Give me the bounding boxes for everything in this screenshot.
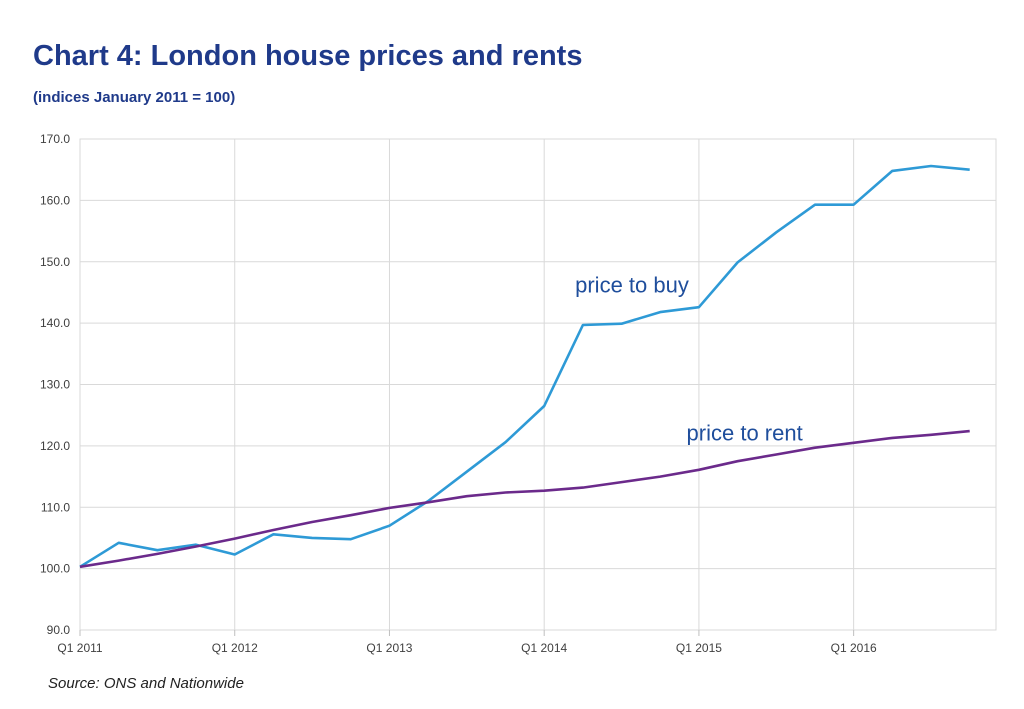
series-annotations: price to buy price to rent [575,272,803,445]
series-line-price-to-rent [79,429,970,569]
x-tick-label: Q1 2015 [676,641,722,655]
x-tick-label: Q1 2011 [57,641,102,655]
y-tick-label: 90.0 [47,623,71,637]
y-tick-label: 120.0 [40,439,70,453]
series-line-price-to-buy [79,164,970,568]
annotation-price-to-rent: price to rent [687,420,803,445]
y-tick-label: 100.0 [40,562,70,576]
x-tick-label: Q1 2012 [212,641,258,655]
y-tick-label: 130.0 [40,378,70,392]
chart-title: Chart 4: London house prices and rents [33,40,583,72]
x-tick-label: Q1 2014 [521,641,567,655]
x-tick-label: Q1 2016 [831,641,877,655]
y-tick-label: 150.0 [40,255,70,269]
y-tick-label: 170.0 [40,132,70,146]
y-tick-label: 110.0 [41,500,70,514]
annotation-price-to-buy: price to buy [575,272,689,297]
chart-subtitle: (indices January 2011 = 100) [33,89,236,106]
series-lines [79,164,970,569]
x-tick-label: Q1 2013 [366,641,412,655]
y-tick-label: 140.0 [40,316,70,330]
source-note: Source: ONS and Nationwide [48,675,244,692]
y-tick-label: 160.0 [40,193,70,207]
grid-lines [79,138,997,636]
x-axis-tick-labels: Q1 2011 Q1 2012 Q1 2013 Q1 2014 Q1 2015 Q1 20… [57,641,877,655]
y-axis-tick-labels: 90.0 100.0 110.0 120.0 130.0 140.0 150.0 160.0 1… [40,132,70,637]
